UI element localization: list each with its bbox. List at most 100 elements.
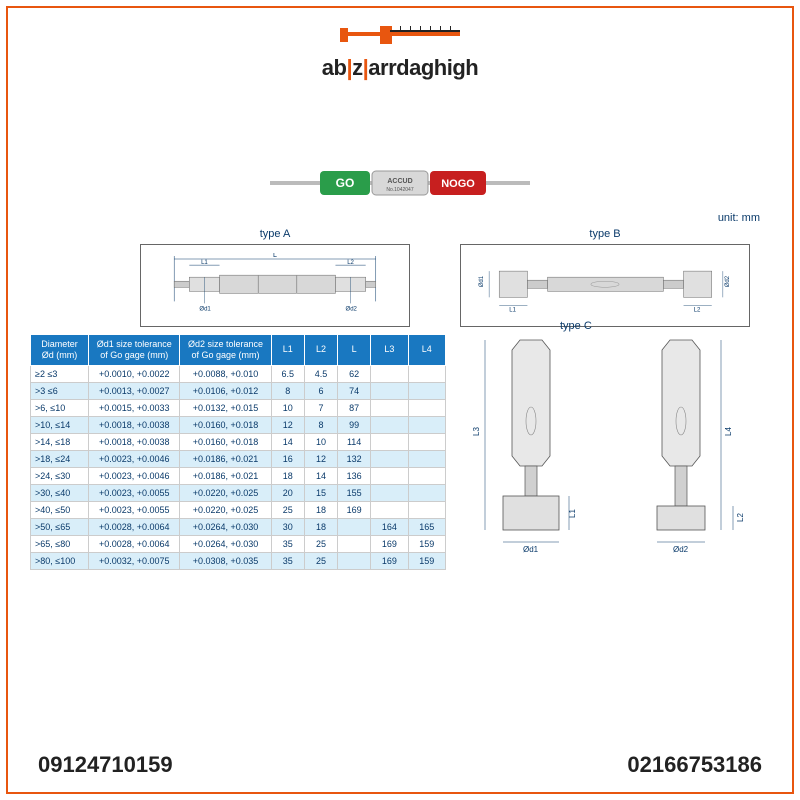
table-cell: 35	[271, 552, 304, 569]
svg-text:L2: L2	[347, 260, 354, 266]
table-cell: +0.0106, +0.012	[180, 382, 271, 399]
type-b-drawing: type B Ød1 Ød2 L1 L2	[460, 228, 750, 327]
svg-text:L1: L1	[201, 260, 208, 266]
table-cell: 87	[338, 399, 371, 416]
table-cell: +0.0132, +0.015	[180, 399, 271, 416]
table-row: ≥2 ≤3+0.0010, +0.0022+0.0088, +0.0106.54…	[31, 365, 446, 382]
table-cell: >80, ≤100	[31, 552, 89, 569]
table-cell: 164	[371, 518, 408, 535]
table-cell	[408, 484, 445, 501]
table-cell: +0.0032, +0.0075	[89, 552, 180, 569]
table-cell: >3 ≤6	[31, 382, 89, 399]
table-cell	[371, 416, 408, 433]
table-cell: 16	[271, 450, 304, 467]
table-header: L3	[371, 335, 408, 366]
table-cell: >30, ≤40	[31, 484, 89, 501]
table-cell: 30	[271, 518, 304, 535]
table-cell: 4.5	[304, 365, 337, 382]
table-cell: 155	[338, 484, 371, 501]
table-cell: 165	[408, 518, 445, 535]
table-cell: 35	[271, 535, 304, 552]
phone-left: 09124710159	[38, 752, 173, 778]
table-cell: >10, ≤14	[31, 416, 89, 433]
gauge-product-image: GO ACCUD No.1042047 NOGO	[270, 163, 530, 203]
table-cell: +0.0160, +0.018	[180, 416, 271, 433]
table-row: >40, ≤50+0.0023, +0.0055+0.0220, +0.0252…	[31, 501, 446, 518]
table-cell: 15	[304, 484, 337, 501]
table-row: >10, ≤14+0.0018, +0.0038+0.0160, +0.0181…	[31, 416, 446, 433]
table-header: L2	[304, 335, 337, 366]
table-cell: >40, ≤50	[31, 501, 89, 518]
table-cell	[371, 399, 408, 416]
svg-text:L4: L4	[724, 427, 733, 436]
table-header: L1	[271, 335, 304, 366]
table-cell: 99	[338, 416, 371, 433]
table-cell: 6	[304, 382, 337, 399]
table-cell: +0.0220, +0.025	[180, 484, 271, 501]
table-cell: +0.0264, +0.030	[180, 535, 271, 552]
table-cell: +0.0028, +0.0064	[89, 535, 180, 552]
table-cell: +0.0023, +0.0046	[89, 450, 180, 467]
table-cell: 8	[304, 416, 337, 433]
spec-table: DiameterØd (mm)Ød1 size toleranceof Go g…	[30, 334, 446, 570]
svg-text:Ød2: Ød2	[725, 275, 731, 287]
table-cell: >18, ≤24	[31, 450, 89, 467]
table-cell: 169	[371, 535, 408, 552]
table-cell: >50, ≤65	[31, 518, 89, 535]
svg-text:Ød2: Ød2	[346, 306, 358, 312]
table-cell: 136	[338, 467, 371, 484]
type-c-drawing: L3 L1 Ød1 L4 L2 Ød2	[465, 336, 755, 556]
table-cell: +0.0264, +0.030	[180, 518, 271, 535]
table-cell: 169	[338, 501, 371, 518]
table-cell: +0.0018, +0.0038	[89, 416, 180, 433]
svg-text:L2: L2	[694, 307, 701, 313]
table-cell: +0.0015, +0.0033	[89, 399, 180, 416]
table-header: DiameterØd (mm)	[31, 335, 89, 366]
table-cell	[371, 450, 408, 467]
table-cell: +0.0023, +0.0055	[89, 501, 180, 518]
table-header: Ød2 size toleranceof Go gage (mm)	[180, 335, 271, 366]
table-cell	[408, 467, 445, 484]
svg-text:ACCUD: ACCUD	[387, 178, 412, 185]
table-cell: >14, ≤18	[31, 433, 89, 450]
table-row: >50, ≤65+0.0028, +0.0064+0.0264, +0.0303…	[31, 518, 446, 535]
table-cell: 18	[304, 501, 337, 518]
logo-area: ab|z|arrdaghigh	[280, 20, 520, 81]
table-cell	[371, 433, 408, 450]
table-row: >14, ≤18+0.0018, +0.0038+0.0160, +0.0181…	[31, 433, 446, 450]
table-header: Ød1 size toleranceof Go gage (mm)	[89, 335, 180, 366]
svg-text:L1: L1	[568, 509, 577, 518]
phone-right: 02166753186	[627, 752, 762, 778]
table-cell: 18	[271, 467, 304, 484]
table-cell	[371, 365, 408, 382]
table-cell: +0.0023, +0.0046	[89, 467, 180, 484]
table-header: L4	[408, 335, 445, 366]
type-a-drawing: type A L L1 L2 Ød1 Ød2	[140, 228, 410, 327]
table-cell	[371, 382, 408, 399]
table-cell: 25	[271, 501, 304, 518]
svg-text:Ød1: Ød1	[523, 545, 539, 554]
svg-text:L3: L3	[472, 427, 481, 436]
table-cell: ≥2 ≤3	[31, 365, 89, 382]
unit-label: unit: mm	[718, 212, 760, 224]
table-cell: 18	[304, 518, 337, 535]
table-cell	[408, 433, 445, 450]
table-cell: +0.0186, +0.021	[180, 450, 271, 467]
table-cell: 25	[304, 535, 337, 552]
table-cell: +0.0028, +0.0064	[89, 518, 180, 535]
svg-text:Ød2: Ød2	[673, 545, 689, 554]
table-cell: 25	[304, 552, 337, 569]
table-cell: 12	[271, 416, 304, 433]
table-cell: +0.0186, +0.021	[180, 467, 271, 484]
type-c-label: type C	[560, 320, 592, 332]
table-row: >65, ≤80+0.0028, +0.0064+0.0264, +0.0303…	[31, 535, 446, 552]
table-cell	[408, 450, 445, 467]
table-cell	[338, 552, 371, 569]
table-cell: 159	[408, 535, 445, 552]
table-cell: 159	[408, 552, 445, 569]
svg-text:No.1042047: No.1042047	[386, 187, 413, 193]
svg-text:Ød1: Ød1	[479, 275, 485, 287]
table-cell: >6, ≤10	[31, 399, 89, 416]
table-row: >18, ≤24+0.0023, +0.0046+0.0186, +0.0211…	[31, 450, 446, 467]
table-cell: +0.0010, +0.0022	[89, 365, 180, 382]
